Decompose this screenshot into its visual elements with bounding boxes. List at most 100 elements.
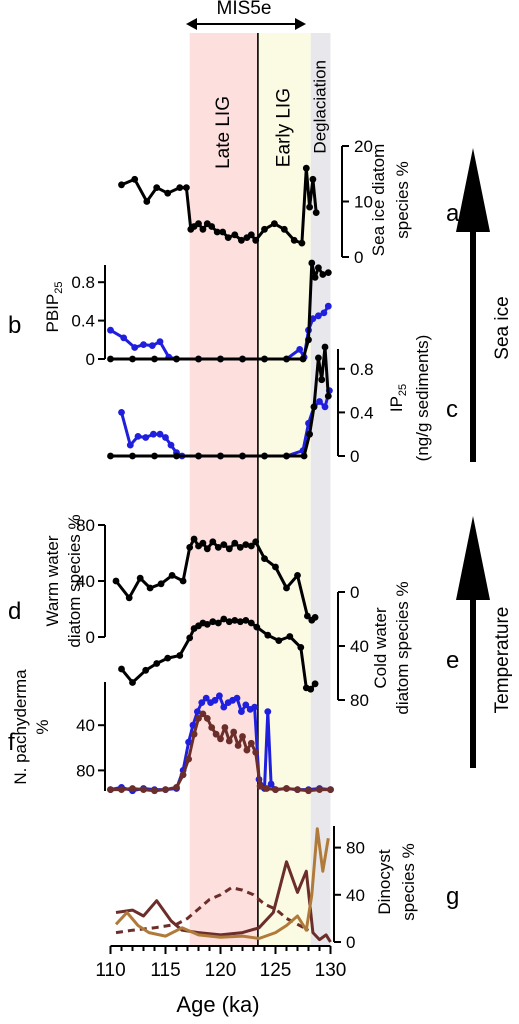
point-c-1-14: [321, 343, 329, 351]
y-label-g: Dinocyst species %: [375, 843, 418, 920]
band-label-0: Late LIG: [213, 96, 234, 169]
sea-ice-arrow-icon: [456, 148, 490, 462]
point-b-0-16: [309, 315, 317, 323]
y-label-line-d-1: diatom species %: [65, 514, 84, 647]
y-tick-label-c-1: 0.4: [350, 403, 374, 422]
panel-letter-f: f: [8, 729, 15, 756]
point-a-0-6: [183, 184, 190, 192]
point-c-1-4: [195, 452, 202, 460]
y-tick-label-d-1: 40: [76, 572, 95, 591]
point-d-0-21: [261, 555, 268, 562]
y-tick-label-d-0: 0: [86, 628, 95, 647]
point-f-1-9: [190, 730, 198, 738]
point-e-0-17: [242, 617, 250, 624]
point-f-0-14: [211, 696, 219, 704]
point-f-0-15: [216, 692, 223, 700]
point-e-0-21: [275, 637, 283, 644]
point-f-1-3: [140, 786, 147, 793]
panel-letter-b: b: [8, 312, 21, 339]
point-d-0-24: [294, 572, 301, 579]
x-axis: Age (ka) 110 115 120 125 130: [95, 945, 346, 1017]
point-f-1-30: [316, 786, 323, 793]
point-c-1-5: [217, 452, 224, 460]
point-c-0-4: [150, 430, 157, 438]
point-f-1-1: [118, 786, 125, 793]
panel-letter-g: g: [446, 883, 459, 910]
point-f-1-16: [221, 724, 229, 731]
point-f-1-7: [179, 771, 187, 779]
point-d-0-11: [203, 545, 211, 553]
y-label-base-c: IP: [387, 396, 406, 412]
temperature-arrow-icon: [456, 516, 490, 768]
y-label-sub-b: 25: [53, 282, 65, 294]
mis5e-header: MIS5e: [186, 0, 306, 30]
point-f-1-26: [272, 786, 279, 793]
point-d-0-2: [136, 574, 144, 582]
point-b-0-4: [148, 342, 156, 349]
point-c-1-3: [173, 452, 180, 460]
point-b-1-7: [261, 355, 268, 363]
point-a-0-4: [164, 189, 172, 197]
point-e-0-14: [225, 618, 233, 626]
point-b-0-2: [131, 344, 139, 351]
point-d-0-8: [190, 535, 198, 543]
point-c-0-18: [316, 398, 323, 405]
point-f-1-8: [185, 755, 193, 763]
point-d-0-3: [146, 584, 154, 592]
point-a-0-10: [199, 225, 207, 233]
point-c-0-2: [134, 433, 142, 440]
point-a-0-17: [238, 236, 245, 244]
point-d-0-25: [304, 612, 311, 620]
point-a-0-26: [302, 164, 310, 172]
point-f-1-18: [230, 728, 238, 736]
point-d-0-6: [179, 577, 187, 585]
point-d-0-23: [283, 584, 290, 592]
point-a-0-29: [312, 209, 320, 217]
point-f-0-23: [251, 703, 258, 711]
sea-ice-label: Sea ice: [492, 296, 513, 359]
point-d-0-13: [214, 544, 222, 551]
y-label-text-c: IP25: [387, 384, 409, 412]
panel-a: 0 10 20 a Sea ice diatom species %: [118, 137, 460, 267]
point-c-1-15: [324, 392, 332, 400]
series-c-1: [110, 345, 330, 458]
point-d-0-19: [247, 542, 255, 550]
point-a-0-24: [290, 236, 298, 244]
y-label-a: Sea ice diatom species %: [369, 144, 412, 256]
y-label-b: PBIP25: [43, 282, 65, 333]
band-2: [310, 33, 331, 946]
point-e-0-18: [247, 619, 255, 627]
point-f-1-21: [243, 746, 251, 754]
panel-letter-d: d: [8, 598, 21, 625]
y-tick-label-e-1: 40: [350, 637, 369, 656]
point-c-0-1: [126, 441, 134, 449]
point-b-1-12: [311, 274, 319, 281]
point-f-1-28: [294, 786, 301, 793]
mis5e-arrowhead-right: [295, 18, 306, 30]
point-b-0-5: [156, 338, 164, 346]
x-tick-label-0: 110: [95, 960, 125, 981]
point-c-1-1: [129, 452, 136, 460]
point-a-0-1: [131, 175, 139, 183]
x-tick-label-2: 120: [205, 960, 237, 981]
band-label-2: Deglaciation: [311, 60, 330, 154]
y-label-line-a-0: Sea ice diatom: [369, 144, 388, 256]
y-label-d: Warm water diatom species %: [43, 514, 84, 647]
point-d-0-14: [220, 541, 228, 548]
y-label-line-e-0: Cold water: [371, 607, 390, 689]
point-e-0-26: [311, 680, 319, 688]
panels: 0 10 20 a Sea ice diatom species % 0 0.4 0.8 b PBI…: [8, 137, 460, 952]
y-tick-label-c-0: 0: [350, 447, 359, 466]
x-tick-label-3: 125: [260, 960, 292, 981]
point-f-1-17: [225, 737, 233, 745]
point-c-0-3: [142, 434, 150, 441]
point-d-0-12: [209, 538, 217, 546]
panel-f: 40 80 fN. pachyderma%: [8, 669, 334, 795]
point-c-1-9: [300, 452, 308, 460]
y-label-f: N. pachyderma%: [11, 669, 52, 785]
y-label-line-f-1: %: [33, 719, 52, 734]
y-tick-label-f-0: 40: [76, 716, 95, 735]
y-tick-label-b-1: 0.4: [71, 312, 95, 331]
y-tick-label-e-0: 0: [350, 583, 359, 602]
